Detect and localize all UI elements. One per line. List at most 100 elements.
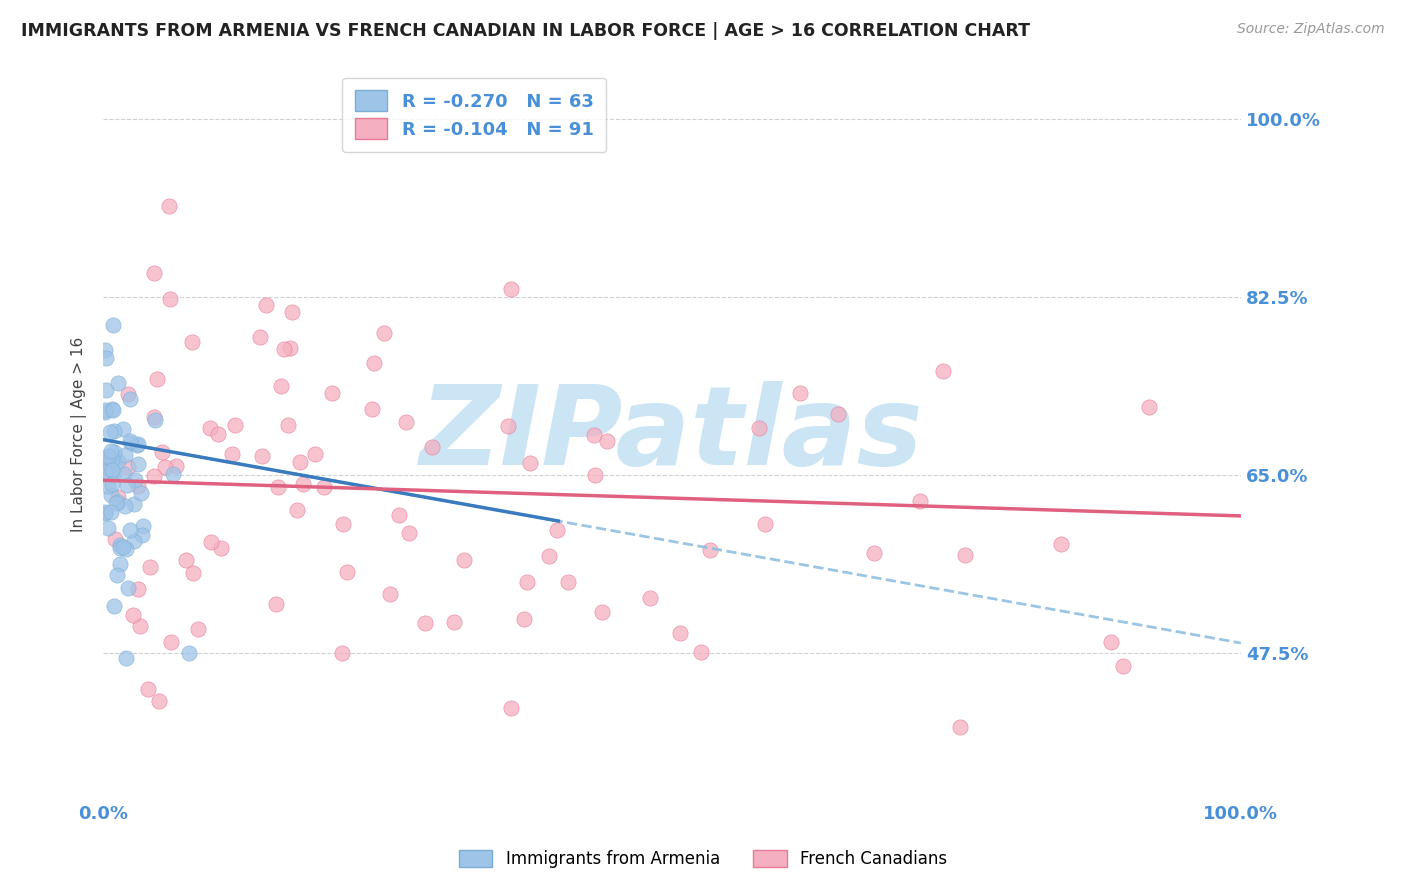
Point	[1112, 659, 1135, 673]
Point	[332, 516, 354, 531]
Point	[288, 455, 311, 469]
Point	[949, 720, 972, 734]
Point	[94, 384, 117, 398]
Point	[108, 538, 131, 552]
Point	[97, 451, 120, 466]
Point	[380, 587, 402, 601]
Point	[94, 405, 117, 419]
Point	[97, 460, 120, 475]
Point	[252, 449, 274, 463]
Point	[363, 356, 385, 370]
Point	[100, 488, 122, 502]
Point	[422, 440, 444, 454]
Point	[499, 282, 522, 296]
Point	[114, 499, 136, 513]
Point	[157, 199, 180, 213]
Point	[748, 421, 770, 435]
Point	[97, 521, 120, 535]
Point	[97, 449, 120, 463]
Point	[128, 619, 150, 633]
Point	[101, 451, 124, 466]
Point	[94, 464, 117, 478]
Point	[94, 351, 117, 365]
Point	[224, 417, 246, 432]
Point	[699, 542, 721, 557]
Point	[127, 479, 149, 493]
Point	[136, 681, 159, 696]
Point	[117, 387, 139, 401]
Point	[143, 412, 166, 426]
Point	[103, 599, 125, 614]
Point	[108, 557, 131, 571]
Point	[187, 622, 209, 636]
Point	[499, 700, 522, 714]
Point	[146, 372, 169, 386]
Point	[281, 305, 304, 319]
Point	[953, 548, 976, 562]
Point	[101, 318, 124, 332]
Point	[103, 402, 125, 417]
Point	[127, 458, 149, 472]
Y-axis label: In Labor Force | Age > 16: In Labor Force | Age > 16	[72, 337, 87, 533]
Point	[413, 615, 436, 630]
Point	[112, 467, 135, 482]
Point	[221, 446, 243, 460]
Point	[120, 434, 142, 449]
Point	[108, 541, 131, 555]
Point	[264, 597, 287, 611]
Point	[596, 434, 619, 448]
Point	[398, 525, 420, 540]
Point	[789, 386, 811, 401]
Point	[165, 458, 187, 473]
Point	[863, 546, 886, 560]
Point	[546, 523, 568, 537]
Point	[754, 516, 776, 531]
Point	[94, 402, 117, 417]
Point	[443, 615, 465, 629]
Point	[94, 507, 117, 521]
Point	[103, 532, 125, 546]
Point	[148, 693, 170, 707]
Text: ZIPatlas: ZIPatlas	[420, 381, 924, 488]
Point	[107, 453, 129, 467]
Point	[120, 436, 142, 450]
Point	[103, 467, 125, 482]
Point	[209, 541, 232, 555]
Point	[1049, 536, 1071, 550]
Point	[638, 591, 661, 606]
Point	[120, 523, 142, 537]
Point	[101, 463, 124, 477]
Point	[254, 298, 277, 312]
Point	[314, 480, 336, 494]
Point	[139, 560, 162, 574]
Point	[98, 425, 121, 440]
Point	[336, 565, 359, 579]
Point	[557, 574, 579, 589]
Point	[105, 568, 128, 582]
Point	[388, 508, 411, 523]
Legend: Immigrants from Armenia, French Canadians: Immigrants from Armenia, French Canadian…	[453, 843, 953, 875]
Point	[111, 422, 134, 436]
Point	[330, 646, 353, 660]
Text: IMMIGRANTS FROM ARMENIA VS FRENCH CANADIAN IN LABOR FORCE | AGE > 16 CORRELATION: IMMIGRANTS FROM ARMENIA VS FRENCH CANADI…	[21, 22, 1031, 40]
Point	[395, 415, 418, 429]
Point	[181, 334, 204, 349]
Point	[1099, 635, 1122, 649]
Point	[179, 646, 201, 660]
Point	[103, 445, 125, 459]
Point	[127, 437, 149, 451]
Point	[105, 495, 128, 509]
Point	[114, 542, 136, 557]
Point	[689, 645, 711, 659]
Point	[94, 505, 117, 519]
Point	[321, 385, 343, 400]
Point	[132, 519, 155, 533]
Point	[97, 479, 120, 493]
Point	[287, 503, 309, 517]
Point	[273, 343, 295, 357]
Point	[101, 477, 124, 491]
Point	[107, 491, 129, 505]
Point	[143, 266, 166, 280]
Point	[270, 379, 292, 393]
Point	[153, 459, 176, 474]
